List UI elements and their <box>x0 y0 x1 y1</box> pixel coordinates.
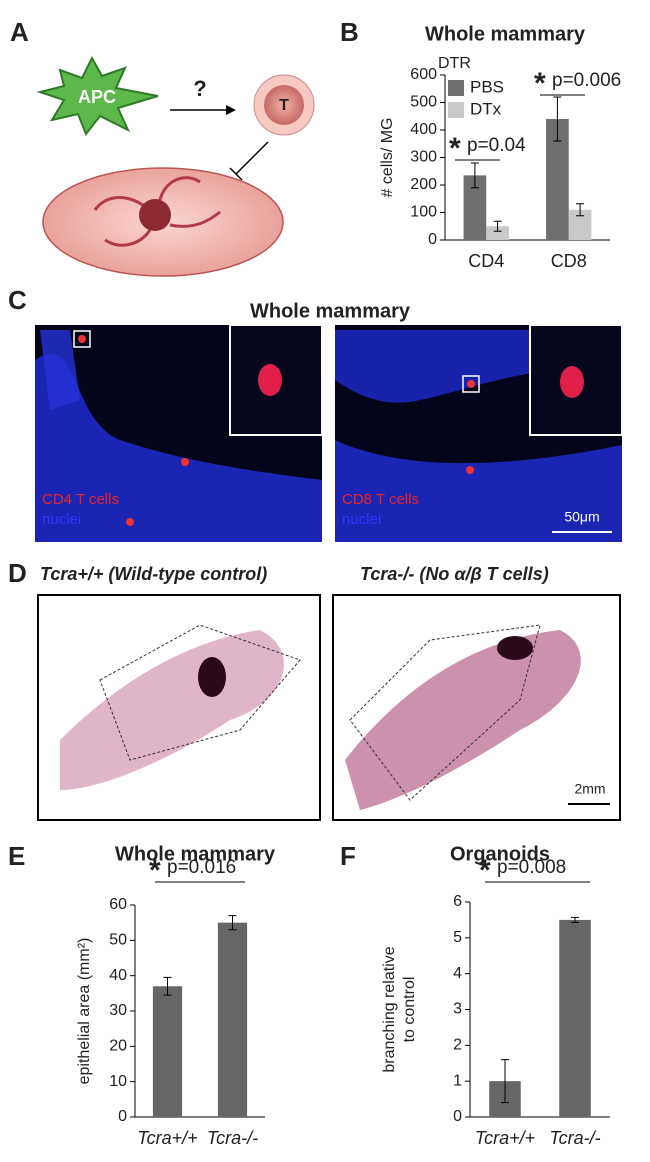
apc-label: APC <box>78 87 116 107</box>
stain-label: nuclei <box>342 511 381 528</box>
error-bar <box>571 916 579 923</box>
y-tick-label: 20 <box>109 1038 127 1055</box>
bar <box>152 986 183 1117</box>
y-axis-label: branching relative <box>381 946 398 1072</box>
question-mark: ? <box>193 76 206 101</box>
y-axis-label: to control <box>401 977 418 1043</box>
bar <box>559 919 591 1117</box>
chart-title: Whole mammary <box>115 843 276 865</box>
y-tick-label: 10 <box>109 1073 127 1090</box>
x-tick-label: Tcra+/+ <box>137 1128 197 1148</box>
x-tick-label: Tcra-/- <box>207 1128 258 1148</box>
error-bar <box>576 203 585 217</box>
legend-label: PBS <box>470 77 504 96</box>
y-tick-label: 100 <box>410 204 437 221</box>
error-bar <box>470 162 479 189</box>
y-tick-label: 0 <box>118 1108 127 1125</box>
legend-title: DTR <box>438 55 471 72</box>
y-tick-label: 30 <box>109 1002 127 1019</box>
scale-label: 50μm <box>564 509 599 525</box>
y-axis-label: # cells/ MG <box>379 117 396 197</box>
error-bar <box>228 915 237 931</box>
legend-label: DTx <box>470 99 502 118</box>
schematic: APC ? T <box>36 55 315 277</box>
bar <box>463 175 487 240</box>
chart-title: Whole mammary <box>425 23 586 45</box>
stain-label: CD8 T cells <box>342 491 419 508</box>
t-cell-label: T <box>279 97 289 114</box>
whole-mount: 2mm <box>37 594 621 821</box>
bar <box>486 226 509 240</box>
chart-title: Organoids <box>450 843 550 865</box>
error-bar <box>553 96 562 142</box>
panel-title: Tcra-/- (No α/β T cells) <box>360 564 549 584</box>
significance-star: * <box>479 854 491 887</box>
panel-letter: A <box>10 17 29 47</box>
panel-letter: E <box>8 841 25 871</box>
y-tick-label: 40 <box>109 967 127 984</box>
panel-letter: D <box>8 558 27 588</box>
stain-label: nuclei <box>42 511 81 528</box>
significance-label: p=0.006 <box>552 70 621 91</box>
bar <box>546 119 569 240</box>
error-bar <box>493 220 502 232</box>
x-tick-label: CD8 <box>551 251 587 271</box>
scale-label: 2mm <box>574 781 605 797</box>
significance-star: * <box>449 132 461 165</box>
y-tick-label: 50 <box>109 932 127 949</box>
x-tick-label: CD4 <box>468 251 504 271</box>
error-bar <box>163 976 172 996</box>
x-tick-label: Tcra+/+ <box>475 1128 535 1148</box>
micrograph: CD4 T cells nuclei CD8 T cells nuclei 50… <box>35 324 623 542</box>
significance-label: p=0.008 <box>497 857 566 878</box>
y-tick-label: 0 <box>453 1108 462 1125</box>
y-tick-label: 400 <box>410 121 437 138</box>
panel-title: Tcra+/+ (Wild-type control) <box>40 564 267 584</box>
stain-label: CD4 T cells <box>42 491 119 508</box>
panel-title: Whole mammary <box>250 300 411 322</box>
y-tick-label: 200 <box>410 176 437 193</box>
significance-star: * <box>149 854 161 887</box>
y-tick-label: 500 <box>410 94 437 111</box>
y-tick-label: 0 <box>428 231 437 248</box>
y-tick-label: 4 <box>453 965 462 982</box>
y-tick-label: 1 <box>453 1072 462 1089</box>
y-tick-label: 6 <box>453 893 462 910</box>
y-axis-label: epithelial area (mm²) <box>76 938 93 1085</box>
y-tick-label: 60 <box>109 896 127 913</box>
legend-swatch <box>448 102 464 118</box>
bar <box>217 922 248 1117</box>
panel-letter: B <box>340 17 359 47</box>
significance-label: p=0.016 <box>167 857 236 878</box>
error-bar <box>501 1059 509 1104</box>
bar <box>568 209 592 240</box>
y-tick-label: 300 <box>410 149 437 166</box>
x-tick-label: Tcra-/- <box>549 1128 600 1148</box>
panel-letter: C <box>8 285 27 315</box>
y-tick-label: 3 <box>453 1001 462 1018</box>
panel-letter: F <box>340 841 356 871</box>
significance-star: * <box>534 67 546 100</box>
y-tick-label: 600 <box>410 66 437 83</box>
legend-swatch <box>448 80 464 96</box>
y-tick-label: 5 <box>453 929 462 946</box>
y-tick-label: 2 <box>453 1037 462 1054</box>
significance-label: p=0.04 <box>467 135 526 156</box>
